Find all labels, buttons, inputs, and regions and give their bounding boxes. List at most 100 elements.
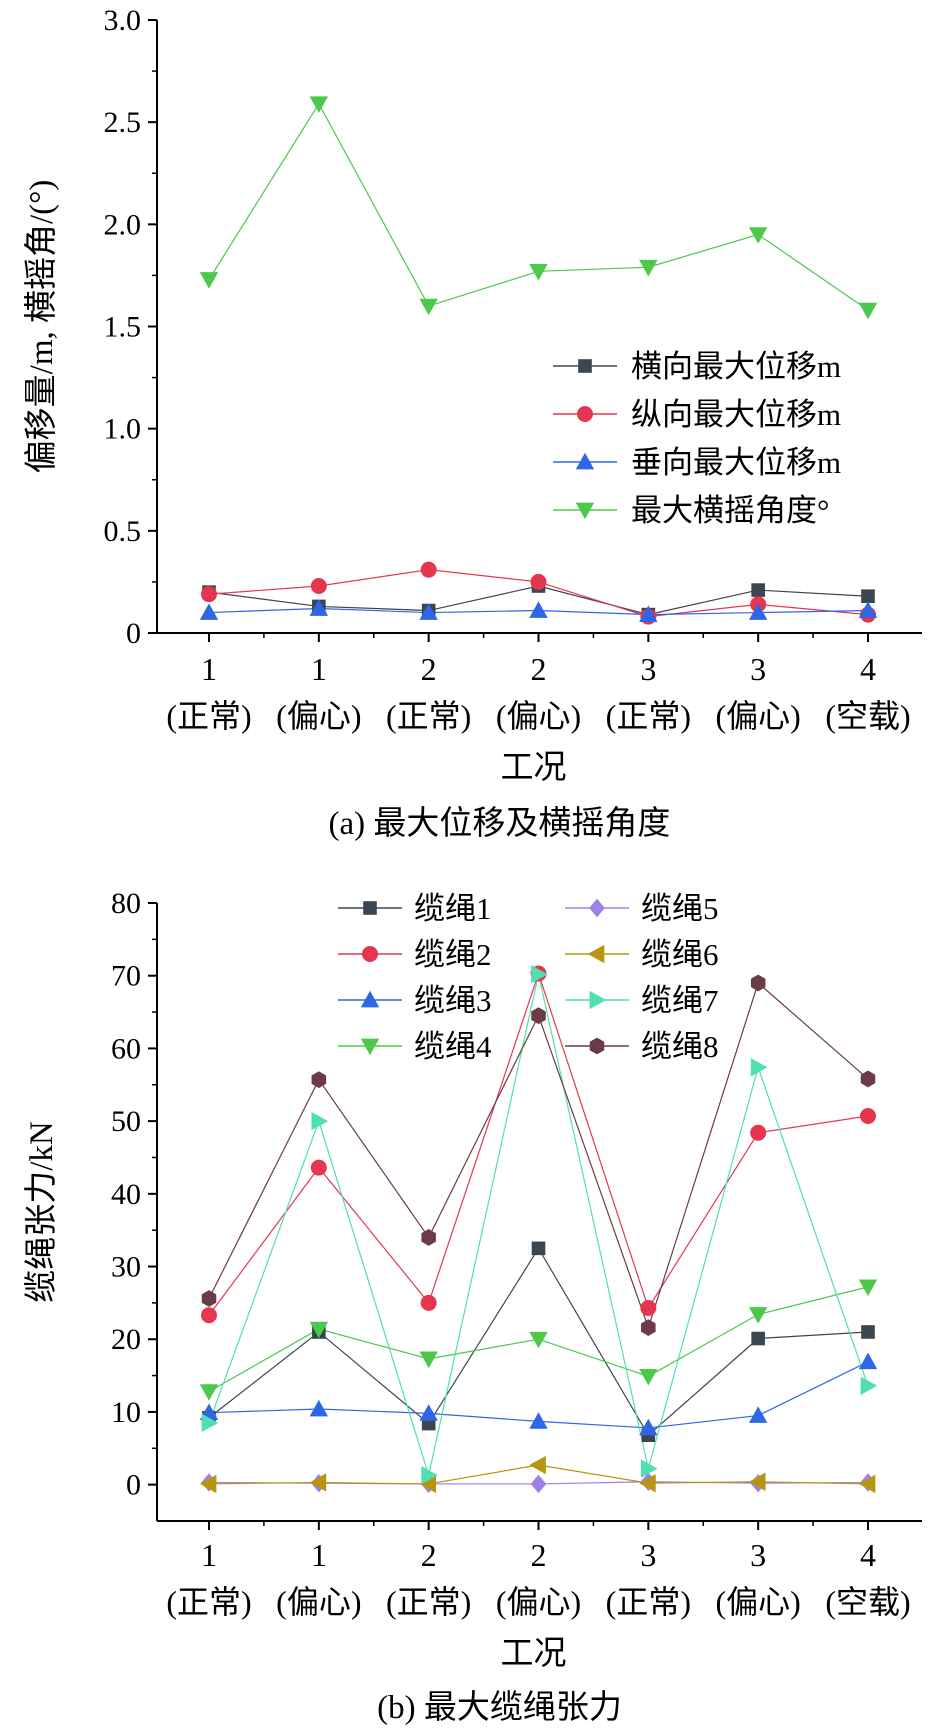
y-tick-label: 10 <box>111 1396 141 1429</box>
chart-a: 0 0.5 1.0 1.5 2.0 2.5 3.0 1 (正常) 1 (偏心) 2 (正常) 2 (偏心) 3… <box>23 4 922 842</box>
data-point-s7-4 <box>531 965 548 984</box>
legend-label: 缆绳8 <box>641 1029 719 1064</box>
data-point-s3-3 <box>419 603 438 620</box>
data-point-s4-2 <box>309 1321 329 1339</box>
y-tick-label: 30 <box>111 1251 141 1284</box>
data-point-s4-5 <box>639 259 658 277</box>
legend: 缆绳1 缆绳2 缆绳3 缆绳4 缆绳5 缆绳6 缆绳7 缆绳8 <box>338 891 719 1064</box>
figure-caption: (b) 最大缆绳张力 <box>377 1689 622 1726</box>
legend-marker <box>589 1037 605 1055</box>
data-point-s6-4 <box>529 1455 546 1475</box>
data-point-s3-6 <box>748 1406 768 1423</box>
legend-label: 横向最大位移m <box>631 349 841 384</box>
x-tick-label-condition: (偏心) <box>496 698 581 734</box>
figure-caption: (a) 最大位移及横摇角度 <box>329 805 671 842</box>
data-point-s4-7 <box>858 302 878 320</box>
data-point-s7-3 <box>421 1465 438 1485</box>
data-point-s1-7 <box>861 1325 875 1339</box>
data-point-s6-2 <box>309 1473 327 1492</box>
y-tick-label: 2.5 <box>104 106 142 139</box>
data-point-s6-5 <box>639 1473 656 1493</box>
x-tick-label-condition: (正常) <box>386 1584 471 1620</box>
data-point-s3-4 <box>529 601 548 618</box>
data-point-s2-6 <box>750 1124 767 1141</box>
legend-label: 缆绳7 <box>641 983 719 1018</box>
data-point-s1-6 <box>751 583 765 597</box>
x-tick-label-condition: (偏心) <box>496 1584 581 1620</box>
y-tick-label: 0 <box>126 1469 141 1502</box>
data-point-s4-3 <box>419 1351 438 1369</box>
legend-label: 缆绳6 <box>641 937 719 972</box>
x-tick-label-number: 4 <box>860 1537 876 1573</box>
data-point-s3-3 <box>419 1404 438 1421</box>
data-point-s7-2 <box>311 1111 329 1131</box>
legend-marker <box>360 990 380 1008</box>
data-point-s4-4 <box>529 263 548 281</box>
y-tick-label: 3.0 <box>104 4 142 37</box>
data-point-s3-7 <box>858 601 878 618</box>
legend-label: 垂向最大位移m <box>631 445 841 480</box>
x-tick-label-number: 4 <box>860 651 876 687</box>
x-tick-label-condition: (偏心) <box>276 698 361 734</box>
series-line-2 <box>208 971 869 1316</box>
data-point-s2-2 <box>310 1159 327 1176</box>
legend-label: 缆绳1 <box>414 891 492 926</box>
legend-marker <box>589 990 607 1010</box>
legend-label: 最大横摇角度° <box>631 493 829 528</box>
y-tick-label: 1.0 <box>104 413 142 446</box>
data-point-s6-1 <box>199 1474 217 1494</box>
y-axis-title: 缆绳张力/kN <box>23 1121 60 1303</box>
data-point-s3-2 <box>309 599 329 616</box>
x-tick-label-number: 2 <box>421 1537 437 1573</box>
x-tick-label-number: 2 <box>531 1537 547 1573</box>
x-tick-label-number: 1 <box>201 1537 217 1573</box>
y-tick-label: 20 <box>111 1323 141 1356</box>
x-tick-label-condition: (正常) <box>166 698 251 734</box>
data-point-s2-3 <box>420 1294 437 1311</box>
data-point-s2-4 <box>530 573 547 590</box>
data-point-s8-3 <box>421 1229 436 1246</box>
x-axis-title: 工况 <box>501 1636 567 1672</box>
legend-marker <box>575 452 595 470</box>
data-point-s2-5 <box>640 1299 657 1316</box>
x-tick-label-number: 1 <box>201 651 217 687</box>
data-point-s3-2 <box>309 1399 329 1417</box>
legend-marker <box>587 944 605 964</box>
data-point-s2-2 <box>310 578 327 595</box>
data-point-s8-1 <box>201 1290 217 1307</box>
data-point-s8-4 <box>531 1007 546 1025</box>
y-tick-label: 70 <box>111 960 141 993</box>
data-point-s6-3 <box>419 1474 437 1494</box>
y-tick-label: 60 <box>111 1032 141 1065</box>
y-axis-title: 偏移量/m, 横摇角/(°) <box>23 180 60 474</box>
data-point-s3-7 <box>858 1352 878 1370</box>
x-tick-label-condition: (正常) <box>606 698 691 734</box>
x-tick-label-condition: (偏心) <box>716 1584 801 1620</box>
x-tick-label-condition: (正常) <box>386 698 471 734</box>
data-point-s4-6 <box>748 227 768 244</box>
legend-marker <box>575 502 595 520</box>
x-tick-label-number: 2 <box>421 651 437 687</box>
data-point-s7-5 <box>640 1459 658 1478</box>
data-point-s1-7 <box>861 589 875 604</box>
data-point-s8-5 <box>641 1319 656 1337</box>
x-axis-title: 工况 <box>501 750 567 786</box>
data-point-s2-1 <box>201 586 217 603</box>
x-tick-label-number: 3 <box>750 651 766 687</box>
data-point-s4-6 <box>748 1307 768 1324</box>
data-point-s6-7 <box>858 1474 876 1494</box>
data-point-s1-4 <box>531 1241 546 1256</box>
y-tick-label: 50 <box>111 1105 141 1138</box>
y-tick-label: 2.0 <box>104 208 142 241</box>
chart-b: 0 10 20 30 40 50 60 70 80 1 (正常) 1 (偏心) 2 (正常) 2 (偏心) 3 (正… <box>23 887 922 1726</box>
y-tick-label: 40 <box>111 1178 141 1211</box>
legend-label: 缆绳2 <box>414 937 492 972</box>
data-point-s4-1 <box>199 272 219 289</box>
data-point-s8-7 <box>860 1070 876 1088</box>
x-tick-label-condition: (空载) <box>825 698 910 734</box>
legend: 横向最大位移m 纵向最大位移m 垂向最大位移m 最大横摇角度° <box>553 349 841 528</box>
data-point-s4-3 <box>419 298 438 316</box>
y-tick-label: 0 <box>126 617 141 650</box>
y-tick-label: 80 <box>111 887 141 920</box>
